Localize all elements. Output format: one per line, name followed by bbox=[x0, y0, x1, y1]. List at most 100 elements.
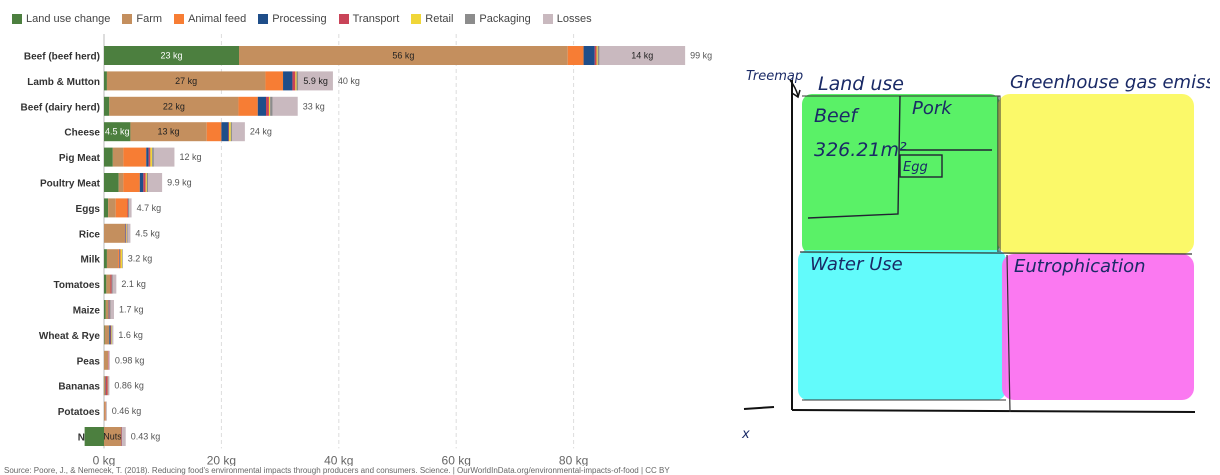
bar-segment bbox=[108, 350, 109, 370]
bar-segment bbox=[109, 96, 239, 116]
bar-segment bbox=[104, 325, 110, 345]
total-label: 9.9 kg bbox=[167, 178, 192, 188]
bar-segment bbox=[283, 71, 293, 91]
bar-segment bbox=[126, 223, 128, 243]
bar-segment bbox=[104, 71, 107, 91]
bar-segment bbox=[104, 274, 107, 294]
bar-segment bbox=[106, 71, 266, 91]
bar-segment bbox=[228, 122, 230, 142]
bar-segment bbox=[106, 249, 119, 269]
legend-item[interactable]: Packaging bbox=[465, 13, 531, 25]
legend-label: Land use change bbox=[26, 13, 111, 25]
bar-segment bbox=[121, 427, 123, 446]
segment-label: Nuts bbox=[103, 432, 122, 442]
bar-segment bbox=[104, 173, 119, 192]
category-label: Bananas bbox=[58, 382, 100, 393]
bar-segment bbox=[115, 198, 128, 218]
bar-segment bbox=[121, 427, 122, 446]
bar-segment bbox=[104, 350, 109, 370]
total-label: 3.2 kg bbox=[128, 254, 153, 264]
category-label: Tomatoes bbox=[54, 280, 101, 291]
x-tick-label: 80 kg bbox=[559, 453, 588, 466]
bar-segment bbox=[146, 173, 149, 192]
sketch-quadrant-outline bbox=[802, 95, 1006, 401]
bar-segment bbox=[129, 198, 132, 218]
category-label: Milk bbox=[81, 255, 101, 266]
x-tick-label: 40 kg bbox=[324, 453, 353, 466]
sketch-annotation: Treemap bbox=[746, 69, 803, 84]
bar-segment bbox=[599, 46, 686, 65]
bar-segment bbox=[125, 223, 127, 243]
bar-segment bbox=[104, 325, 105, 345]
bar-segment bbox=[105, 401, 106, 421]
treemap-beef-label: Beef bbox=[814, 105, 860, 127]
bar-segment bbox=[108, 198, 116, 218]
stacked-bar-chart: 0 kg 20 kg 40 kg 60 kg 80 kg Beef (beef herd)… bbox=[21, 34, 712, 466]
bar-segment bbox=[104, 223, 126, 243]
legend-item[interactable]: Processing bbox=[258, 13, 327, 25]
category-label: Beef (dairy herd) bbox=[21, 102, 100, 113]
category-label: Cheese bbox=[64, 128, 100, 139]
treemap-egg-box bbox=[899, 154, 943, 178]
segment-label: 22 kg bbox=[163, 101, 185, 111]
bar-segment bbox=[110, 274, 112, 294]
bar-segment bbox=[112, 147, 124, 167]
category-label: Eggs bbox=[76, 204, 101, 215]
treemap-egg-label: Egg bbox=[903, 160, 928, 175]
bar-segment bbox=[112, 325, 114, 345]
legend-item[interactable]: Transport bbox=[338, 13, 399, 25]
bar-segment bbox=[109, 325, 111, 345]
legend-item[interactable]: Retail bbox=[411, 13, 453, 25]
chart-legend: Land use change Farm Animal feed Processing… bbox=[12, 11, 604, 27]
category-label: Peas bbox=[77, 356, 101, 367]
sketch-x-axis bbox=[791, 409, 1196, 413]
total-label: 0.98 kg bbox=[115, 355, 145, 365]
bar-segment bbox=[296, 71, 299, 91]
bar-segment bbox=[143, 173, 146, 192]
legend-label: Processing bbox=[272, 13, 327, 25]
bar-segment bbox=[104, 401, 106, 421]
bar-segment bbox=[231, 122, 245, 142]
bar-segment bbox=[130, 122, 207, 142]
bar-segment bbox=[230, 122, 232, 142]
bar-segment bbox=[108, 300, 110, 319]
total-label: 24 kg bbox=[250, 127, 272, 137]
category-label: Beef (beef herd) bbox=[24, 52, 100, 63]
legend-item[interactable]: Losses bbox=[542, 13, 592, 25]
legend-label: Animal feed bbox=[188, 13, 247, 25]
total-label: 0.46 kg bbox=[112, 406, 142, 416]
bar-segment bbox=[108, 350, 110, 370]
bar-segment bbox=[152, 147, 154, 167]
bar-segment bbox=[123, 147, 147, 167]
segment-label: 27 kg bbox=[175, 76, 197, 86]
treemap-beef-value: 326.21m² bbox=[814, 139, 907, 161]
bar-segment bbox=[123, 173, 140, 192]
total-label: 1.7 kg bbox=[119, 305, 144, 315]
total-label: 4.7 kg bbox=[137, 203, 162, 213]
segment-label: 14 kg bbox=[631, 51, 653, 61]
bar-segment bbox=[104, 427, 122, 446]
legend-swatch bbox=[12, 14, 22, 24]
bar-segment bbox=[126, 223, 127, 243]
legend-item[interactable]: Farm bbox=[122, 13, 162, 25]
sketch-quadrant-divider-h bbox=[799, 251, 1193, 255]
bar-segment bbox=[119, 249, 120, 269]
category-label: Lamb & Mutton bbox=[27, 77, 100, 88]
quadrant-ghg bbox=[998, 94, 1194, 254]
bar-segment bbox=[145, 173, 147, 192]
bar-segment bbox=[104, 198, 109, 218]
legend-swatch bbox=[174, 14, 185, 24]
category-label: Maize bbox=[73, 306, 101, 317]
bar-segment bbox=[139, 173, 144, 192]
bar-segment bbox=[105, 300, 109, 319]
treemap-pork-label: Pork bbox=[912, 98, 953, 119]
bar-segment bbox=[104, 376, 106, 396]
total-label: 99 kg bbox=[690, 51, 712, 61]
legend-item[interactable]: Land use change bbox=[12, 13, 110, 25]
source-note: Source: Poore, J., & Nemecek, T. (2018).… bbox=[4, 466, 670, 475]
bar-segment bbox=[112, 274, 117, 294]
quadrant-water-use bbox=[798, 250, 1006, 400]
bar-segment bbox=[146, 147, 149, 167]
total-label: 0.43 kg bbox=[131, 432, 161, 442]
legend-item[interactable]: Animal feed bbox=[174, 13, 246, 25]
